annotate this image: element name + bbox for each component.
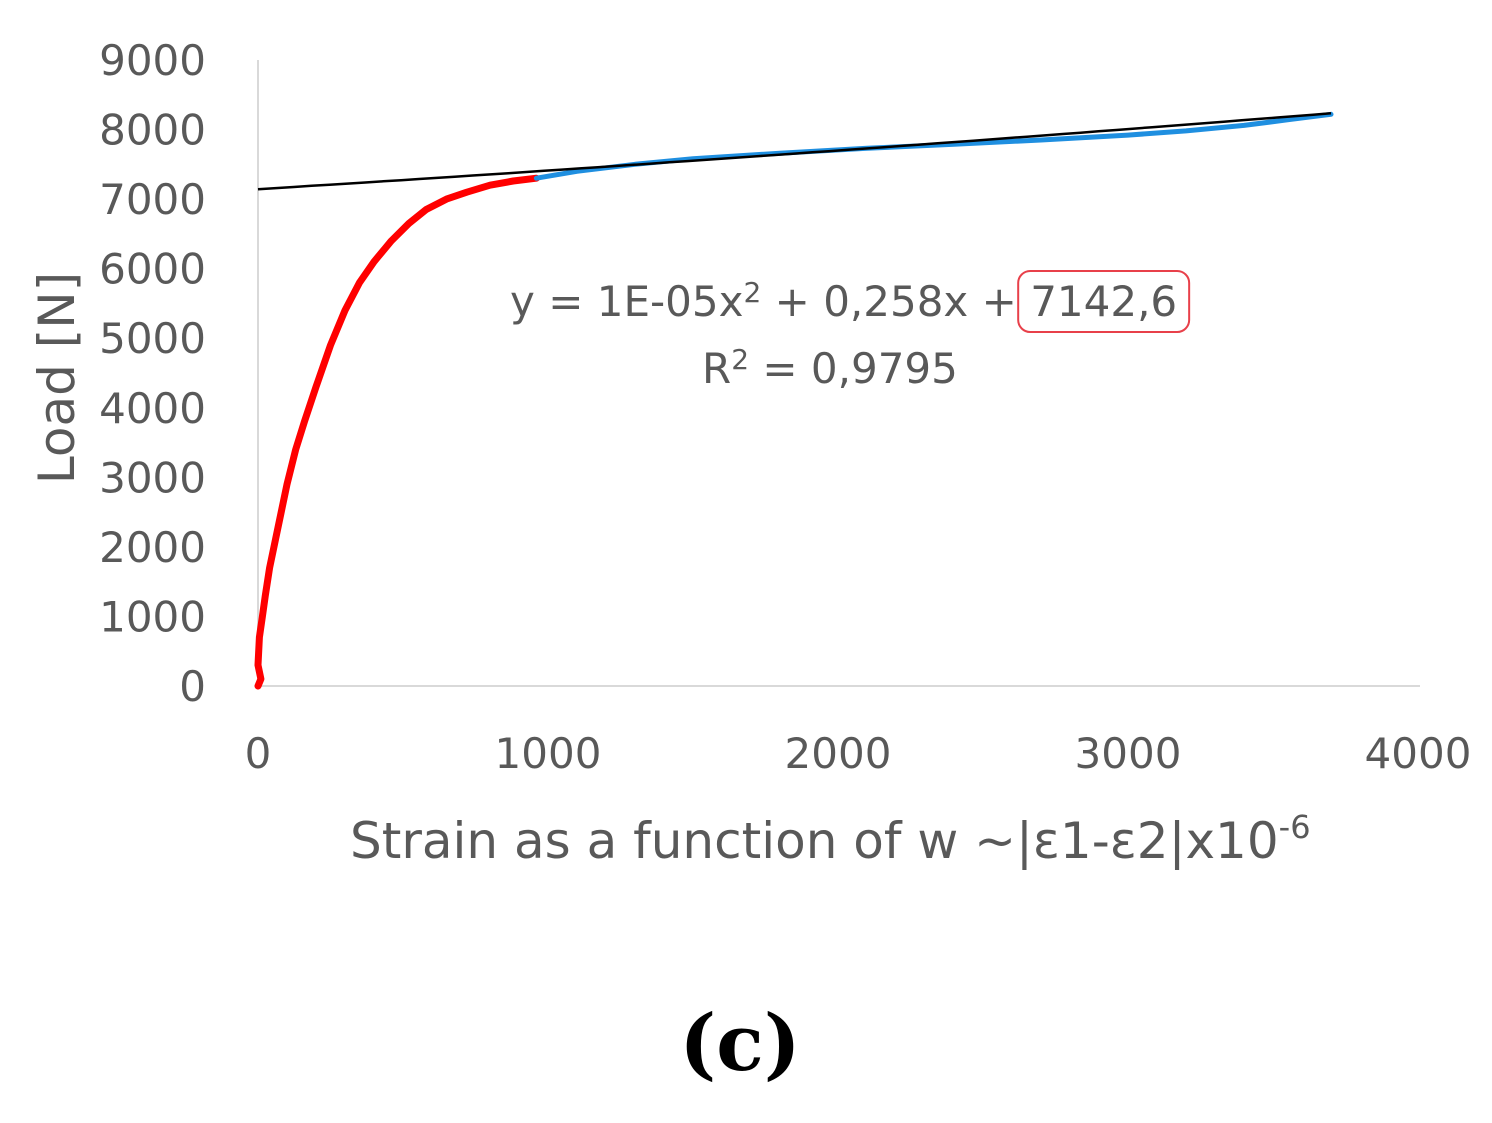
y-tick-label: 7000 <box>99 175 206 224</box>
x-tick-label: 3000 <box>1075 729 1182 778</box>
r2-exponent: 2 <box>731 343 749 376</box>
trendline-equation: y = 1E-05x2 + 0,258x + 7142,6 <box>510 276 1177 326</box>
r2-value: = 0,9795 <box>749 344 958 393</box>
y-tick-label: 2000 <box>99 523 206 572</box>
y-tick-label: 4000 <box>99 384 206 433</box>
equation-prefix: y = 1E-05x <box>510 277 743 326</box>
equation-intercept: 7142,6 <box>1030 277 1177 326</box>
x-axis-title-exponent: -6 <box>1279 808 1311 846</box>
x-tick-label: 0 <box>245 729 272 778</box>
equation-exponent: 2 <box>743 276 761 309</box>
x-tick-label: 1000 <box>495 729 602 778</box>
x-tick-label: 2000 <box>785 729 892 778</box>
intercept-highlight-box <box>1017 270 1191 333</box>
r2-prefix: R <box>702 344 731 393</box>
y-axis-title: Load [N] <box>28 272 86 484</box>
y-tick-label: 8000 <box>99 106 206 155</box>
y-tick-label: 9000 <box>99 36 206 85</box>
series-line-2 <box>533 111 1334 181</box>
trendline <box>257 112 1332 191</box>
x-tick-label: 4000 <box>1365 729 1472 778</box>
series-group <box>254 111 1334 690</box>
r-squared-label: R2 = 0,9795 <box>702 343 958 393</box>
y-tick-labels: 0 1000 2000 3000 4000 5000 6000 7000 8000 9000 <box>99 36 206 711</box>
y-tick-label: 1000 <box>99 592 206 641</box>
y-tick-label: 0 <box>179 662 206 711</box>
x-tick-labels: 0 1000 2000 3000 4000 <box>245 729 1472 778</box>
panel-label: (c) <box>679 998 800 1089</box>
y-tick-label: 6000 <box>99 245 206 294</box>
y-tick-label: 5000 <box>99 314 206 363</box>
series-line-1 <box>254 174 540 690</box>
x-axis-title: Strain as a function of w ~|ε1-ε2|x10-6 <box>350 808 1311 870</box>
x-axis-title-main: Strain as a function of w ~|ε1-ε2|x10 <box>350 812 1279 870</box>
y-tick-label: 3000 <box>99 453 206 502</box>
equation-middle: + 0,258x + <box>761 277 1030 326</box>
